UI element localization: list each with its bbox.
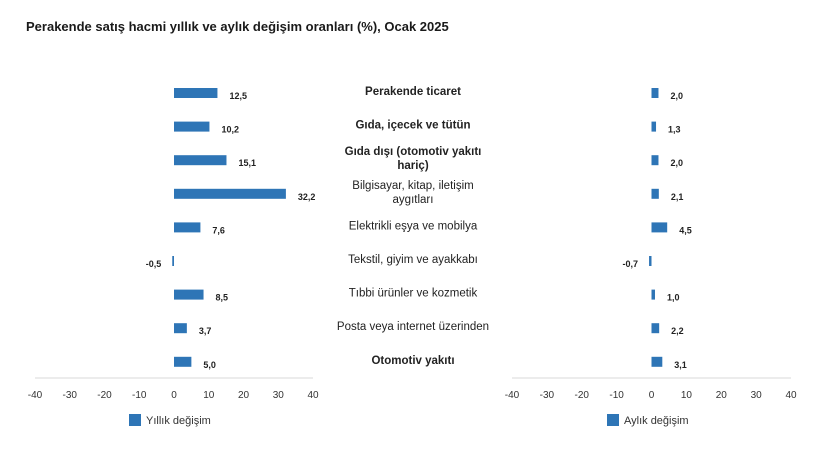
monthly-bar[interactable]	[651, 155, 659, 166]
category-label: Gıda dışı (otomotiv yakıtı hariç)	[345, 146, 482, 172]
annual-bar[interactable]	[174, 222, 201, 233]
monthly-data-label: 1,0	[667, 293, 680, 303]
monthly-x-tick-label: 10	[681, 390, 693, 401]
monthly-data-label: 2,0	[670, 91, 683, 101]
monthly-x-tick-label: 0	[649, 390, 655, 401]
monthly-data-label: -0,7	[623, 259, 639, 269]
monthly-data-label: 4,5	[679, 225, 692, 235]
monthly-legend-swatch	[607, 414, 619, 426]
monthly-legend-label: Aylık değişim	[624, 415, 689, 427]
category-label: Posta veya internet üzerinden	[337, 321, 489, 333]
monthly-data-label: 2,0	[670, 158, 683, 168]
annual-data-label: -0,5	[146, 259, 162, 269]
category-label: Tekstil, giyim ve ayakkabı	[348, 254, 478, 266]
monthly-bar[interactable]	[651, 356, 663, 367]
annual-bar[interactable]	[174, 188, 286, 199]
annual-bar[interactable]	[174, 121, 210, 132]
monthly-x-tick-label: 40	[785, 390, 797, 401]
annual-data-label: 12,5	[229, 91, 247, 101]
category-label: Tıbbi ürünler ve kozmetik	[349, 288, 478, 300]
category-label: Otomotiv yakıtı	[371, 355, 454, 367]
annual-bar[interactable]	[172, 256, 174, 266]
annual-legend-swatch	[129, 414, 141, 426]
monthly-x-tick-label: 20	[716, 390, 728, 401]
monthly-x-tick-label: -20	[575, 390, 590, 401]
annual-x-tick-label: 10	[203, 390, 215, 401]
monthly-x-tick-label: -40	[505, 390, 520, 401]
annual-data-label: 5,0	[203, 360, 216, 370]
category-label: Bilgisayar, kitap, iletişim aygıtları	[352, 180, 473, 206]
annual-x-tick-label: 30	[273, 390, 285, 401]
annual-data-label: 32,2	[298, 192, 316, 202]
annual-data-label: 3,7	[199, 326, 212, 336]
annual-data-label: 7,6	[212, 225, 225, 235]
annual-data-label: 10,2	[221, 125, 239, 135]
annual-x-tick-label: -20	[97, 390, 112, 401]
annual-bar[interactable]	[174, 356, 192, 367]
annual-x-tick-label: 40	[307, 390, 319, 401]
annual-x-tick-label: -30	[63, 390, 78, 401]
annual-x-tick-label: 0	[171, 390, 177, 401]
category-label: Gıda, içecek ve tütün	[355, 120, 470, 132]
annual-legend-label: Yıllık değişim	[146, 415, 211, 427]
monthly-bar[interactable]	[651, 121, 657, 132]
monthly-bar[interactable]	[651, 188, 659, 199]
monthly-x-tick-label: 30	[751, 390, 763, 401]
annual-bar[interactable]	[174, 155, 227, 166]
monthly-bar[interactable]	[651, 222, 668, 233]
chart-title: Perakende satış hacmi yıllık ve aylık de…	[26, 19, 449, 34]
monthly-data-label: 1,3	[668, 125, 681, 135]
annual-bar[interactable]	[174, 88, 218, 98]
annual-bar[interactable]	[174, 289, 204, 300]
monthly-bar[interactable]	[651, 323, 660, 334]
monthly-x-tick-label: -10	[609, 390, 624, 401]
monthly-data-label: 2,2	[671, 326, 684, 336]
category-label: Elektrikli eşya ve mobilya	[349, 220, 478, 232]
monthly-data-label: 2,1	[671, 192, 684, 202]
annual-x-tick-label: 20	[238, 390, 250, 401]
monthly-x-tick-label: -30	[540, 390, 555, 401]
monthly-bar[interactable]	[649, 256, 652, 266]
monthly-data-label: 3,1	[674, 360, 687, 370]
category-label: Perakende ticaret	[365, 86, 461, 98]
monthly-bar[interactable]	[651, 289, 655, 300]
annual-data-label: 15,1	[238, 158, 256, 168]
monthly-bar[interactable]	[651, 88, 659, 98]
annual-bar[interactable]	[174, 323, 187, 334]
annual-x-tick-label: -10	[132, 390, 147, 401]
annual-x-tick-label: -40	[28, 390, 43, 401]
annual-data-label: 8,5	[216, 293, 229, 303]
